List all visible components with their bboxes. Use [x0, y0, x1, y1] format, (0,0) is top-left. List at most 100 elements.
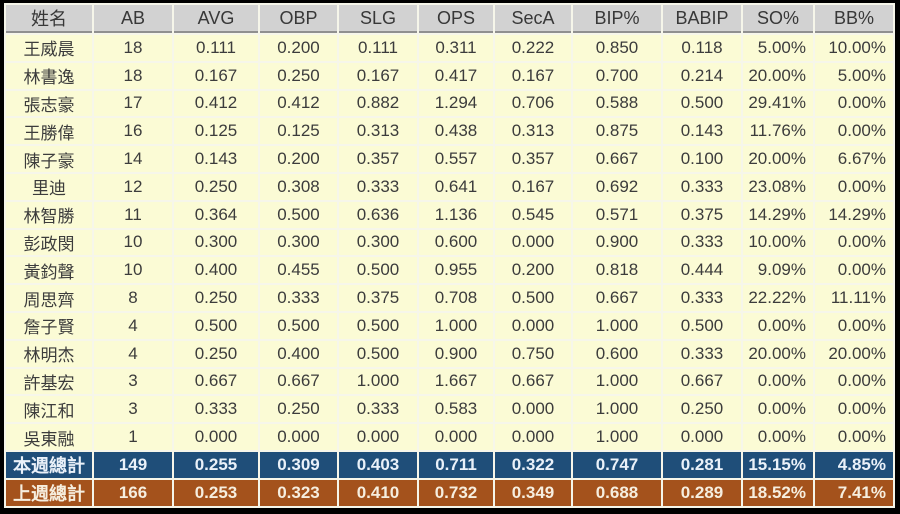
- stat-cell-obp: 0.200: [260, 146, 337, 172]
- stat-cell-babip: 0.667: [663, 368, 741, 395]
- summary-stat-cell-so-pct: 15.15%: [743, 452, 813, 478]
- stat-cell-seca: 0.667: [495, 368, 571, 395]
- stat-cell-avg: 0.412: [174, 90, 258, 117]
- stat-cell-avg: 0.250: [174, 285, 258, 311]
- column-header-ops: OPS: [419, 5, 493, 33]
- stat-cell-slg: 0.357: [339, 146, 417, 172]
- stat-cell-babip: 0.100: [663, 146, 741, 172]
- stat-cell-babip: 0.500: [663, 90, 741, 117]
- player-row: 林書逸 18 0.167 0.250 0.167 0.417 0.167 0.700 0.214…: [6, 62, 893, 89]
- stat-cell-seca: 0.167: [495, 173, 571, 200]
- player-name-cell: 周思齊: [6, 285, 92, 311]
- stat-cell-obp: 0.400: [260, 340, 337, 367]
- stat-cell-ab: 17: [94, 90, 172, 117]
- stat-cell-bip-pct: 1.000: [573, 396, 661, 423]
- stat-cell-bip-pct: 0.900: [573, 229, 661, 256]
- stat-cell-obp: 0.500: [260, 312, 337, 339]
- summary-stat-cell-ab: 149: [94, 452, 172, 478]
- stat-cell-babip: 0.250: [663, 396, 741, 423]
- stat-cell-slg: 0.636: [339, 201, 417, 228]
- stat-cell-slg: 0.111: [339, 35, 417, 61]
- stat-cell-ab: 16: [94, 118, 172, 145]
- stat-cell-seca: 0.000: [495, 424, 571, 450]
- stat-cell-babip: 0.118: [663, 35, 741, 61]
- stat-cell-bb-pct: 0.00%: [815, 312, 893, 339]
- stat-cell-bip-pct: 0.818: [573, 257, 661, 284]
- column-header-bb-pct: BB%: [815, 5, 893, 33]
- stat-cell-obp: 0.455: [260, 257, 337, 284]
- summary-stat-cell-bip-pct: 0.747: [573, 452, 661, 478]
- stat-cell-avg: 0.125: [174, 118, 258, 145]
- player-name-cell: 林智勝: [6, 201, 92, 228]
- stat-cell-obp: 0.412: [260, 90, 337, 117]
- stat-cell-seca: 0.545: [495, 201, 571, 228]
- stat-cell-bip-pct: 0.571: [573, 201, 661, 228]
- stat-cell-ab: 10: [94, 229, 172, 256]
- column-header-name: 姓名: [6, 5, 92, 33]
- player-row: 林明杰 4 0.250 0.400 0.500 0.900 0.750 0.600 0.333 2…: [6, 340, 893, 367]
- summary-stat-cell-slg: 0.403: [339, 452, 417, 478]
- stat-cell-bip-pct: 0.875: [573, 118, 661, 145]
- stat-cell-babip: 0.143: [663, 118, 741, 145]
- stat-cell-ab: 12: [94, 173, 172, 200]
- stat-cell-avg: 0.143: [174, 146, 258, 172]
- stat-cell-avg: 0.667: [174, 368, 258, 395]
- stat-cell-bip-pct: 0.692: [573, 173, 661, 200]
- stat-cell-bip-pct: 0.588: [573, 90, 661, 117]
- stat-cell-bb-pct: 0.00%: [815, 118, 893, 145]
- player-rows: 王威晨 18 0.111 0.200 0.111 0.311 0.222 0.850 0.118…: [6, 35, 893, 450]
- stat-cell-ab: 3: [94, 396, 172, 423]
- player-name-cell: 林明杰: [6, 340, 92, 367]
- stat-cell-bb-pct: 0.00%: [815, 396, 893, 423]
- stat-cell-obp: 0.250: [260, 62, 337, 89]
- stat-cell-slg: 0.333: [339, 396, 417, 423]
- stat-cell-obp: 0.300: [260, 229, 337, 256]
- stat-cell-avg: 0.111: [174, 35, 258, 61]
- stat-cell-ops: 0.311: [419, 35, 493, 61]
- stat-cell-ab: 18: [94, 62, 172, 89]
- stat-cell-obp: 0.500: [260, 201, 337, 228]
- column-header-so-pct: SO%: [743, 5, 813, 33]
- stat-cell-ops: 0.708: [419, 285, 493, 311]
- player-name-cell: 張志豪: [6, 90, 92, 117]
- stat-cell-so-pct: 0.00%: [743, 312, 813, 339]
- stat-cell-slg: 0.167: [339, 62, 417, 89]
- stat-cell-so-pct: 23.08%: [743, 173, 813, 200]
- batting-stats-table: 姓名 AB AVG OBP SLG OPS SecA BIP% BABIP SO% BB% 王威晨 1…: [4, 3, 895, 508]
- stat-cell-bip-pct: 0.850: [573, 35, 661, 61]
- player-row: 里迪 12 0.250 0.308 0.333 0.641 0.167 0.692 0.333 2…: [6, 173, 893, 200]
- stat-cell-ops: 0.600: [419, 229, 493, 256]
- player-row: 詹子賢 4 0.500 0.500 0.500 1.000 0.000 1.000 0.500 0…: [6, 312, 893, 339]
- stat-cell-ops: 0.557: [419, 146, 493, 172]
- player-row: 張志豪 17 0.412 0.412 0.882 1.294 0.706 0.588 0.500…: [6, 90, 893, 117]
- player-row: 林智勝 11 0.364 0.500 0.636 1.136 0.545 0.571 0.375…: [6, 201, 893, 228]
- stat-cell-so-pct: 29.41%: [743, 90, 813, 117]
- player-name-cell: 王勝偉: [6, 118, 92, 145]
- player-name-cell: 詹子賢: [6, 312, 92, 339]
- stat-cell-bb-pct: 0.00%: [815, 257, 893, 284]
- stat-cell-so-pct: 20.00%: [743, 62, 813, 89]
- stat-cell-so-pct: 0.00%: [743, 424, 813, 450]
- stat-cell-obp: 0.125: [260, 118, 337, 145]
- stat-cell-ab: 3: [94, 368, 172, 395]
- stat-cell-so-pct: 9.09%: [743, 257, 813, 284]
- stat-cell-ops: 1.000: [419, 312, 493, 339]
- player-name-cell: 彭政閔: [6, 229, 92, 256]
- summary-stat-cell-obp: 0.323: [260, 480, 337, 506]
- summary-label-last-week: 上週總計: [6, 480, 92, 506]
- stat-cell-babip: 0.444: [663, 257, 741, 284]
- summary-stat-cell-ops: 0.711: [419, 452, 493, 478]
- stat-cell-seca: 0.500: [495, 285, 571, 311]
- stat-cell-ops: 1.136: [419, 201, 493, 228]
- player-row: 陳子豪 14 0.143 0.200 0.357 0.557 0.357 0.667 0.100…: [6, 146, 893, 172]
- stat-cell-so-pct: 0.00%: [743, 396, 813, 423]
- summary-rows: 本週總計 149 0.255 0.309 0.403 0.711 0.322 0.747 0.2…: [6, 452, 893, 506]
- player-name-cell: 林書逸: [6, 62, 92, 89]
- stat-cell-slg: 0.333: [339, 173, 417, 200]
- stat-cell-ops: 0.417: [419, 62, 493, 89]
- stat-cell-seca: 0.222: [495, 35, 571, 61]
- stat-cell-avg: 0.250: [174, 340, 258, 367]
- player-name-cell: 陳子豪: [6, 146, 92, 172]
- stat-cell-ops: 1.667: [419, 368, 493, 395]
